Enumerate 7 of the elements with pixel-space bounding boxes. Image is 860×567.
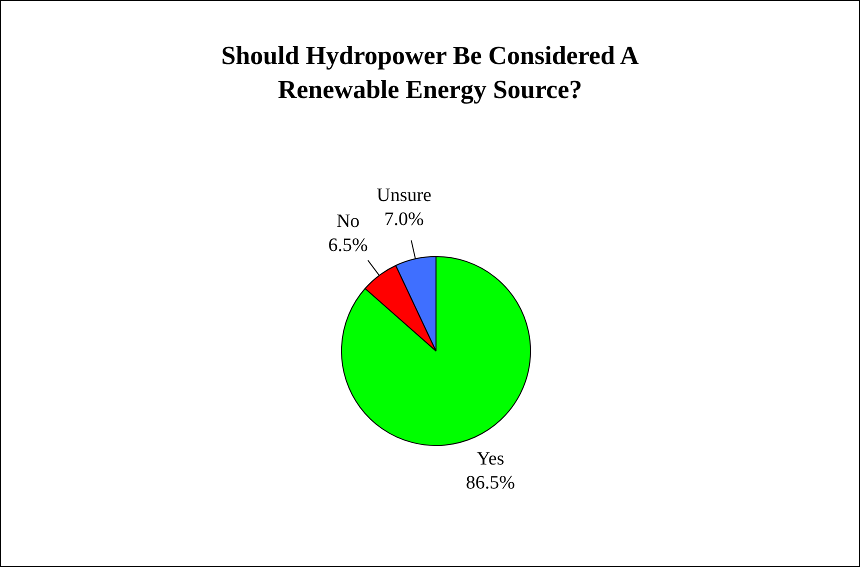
slice-label: Yes [476,448,504,470]
chart-title: Should Hydropower Be Considered A Renewable Energy Source? [220,40,640,106]
data-label: 6.5% [328,234,368,256]
data-label: 7.0% [384,209,424,230]
slice-label: No [336,210,360,232]
data-label: 86.5% [466,472,516,494]
slice-label: Unsure [376,185,432,206]
